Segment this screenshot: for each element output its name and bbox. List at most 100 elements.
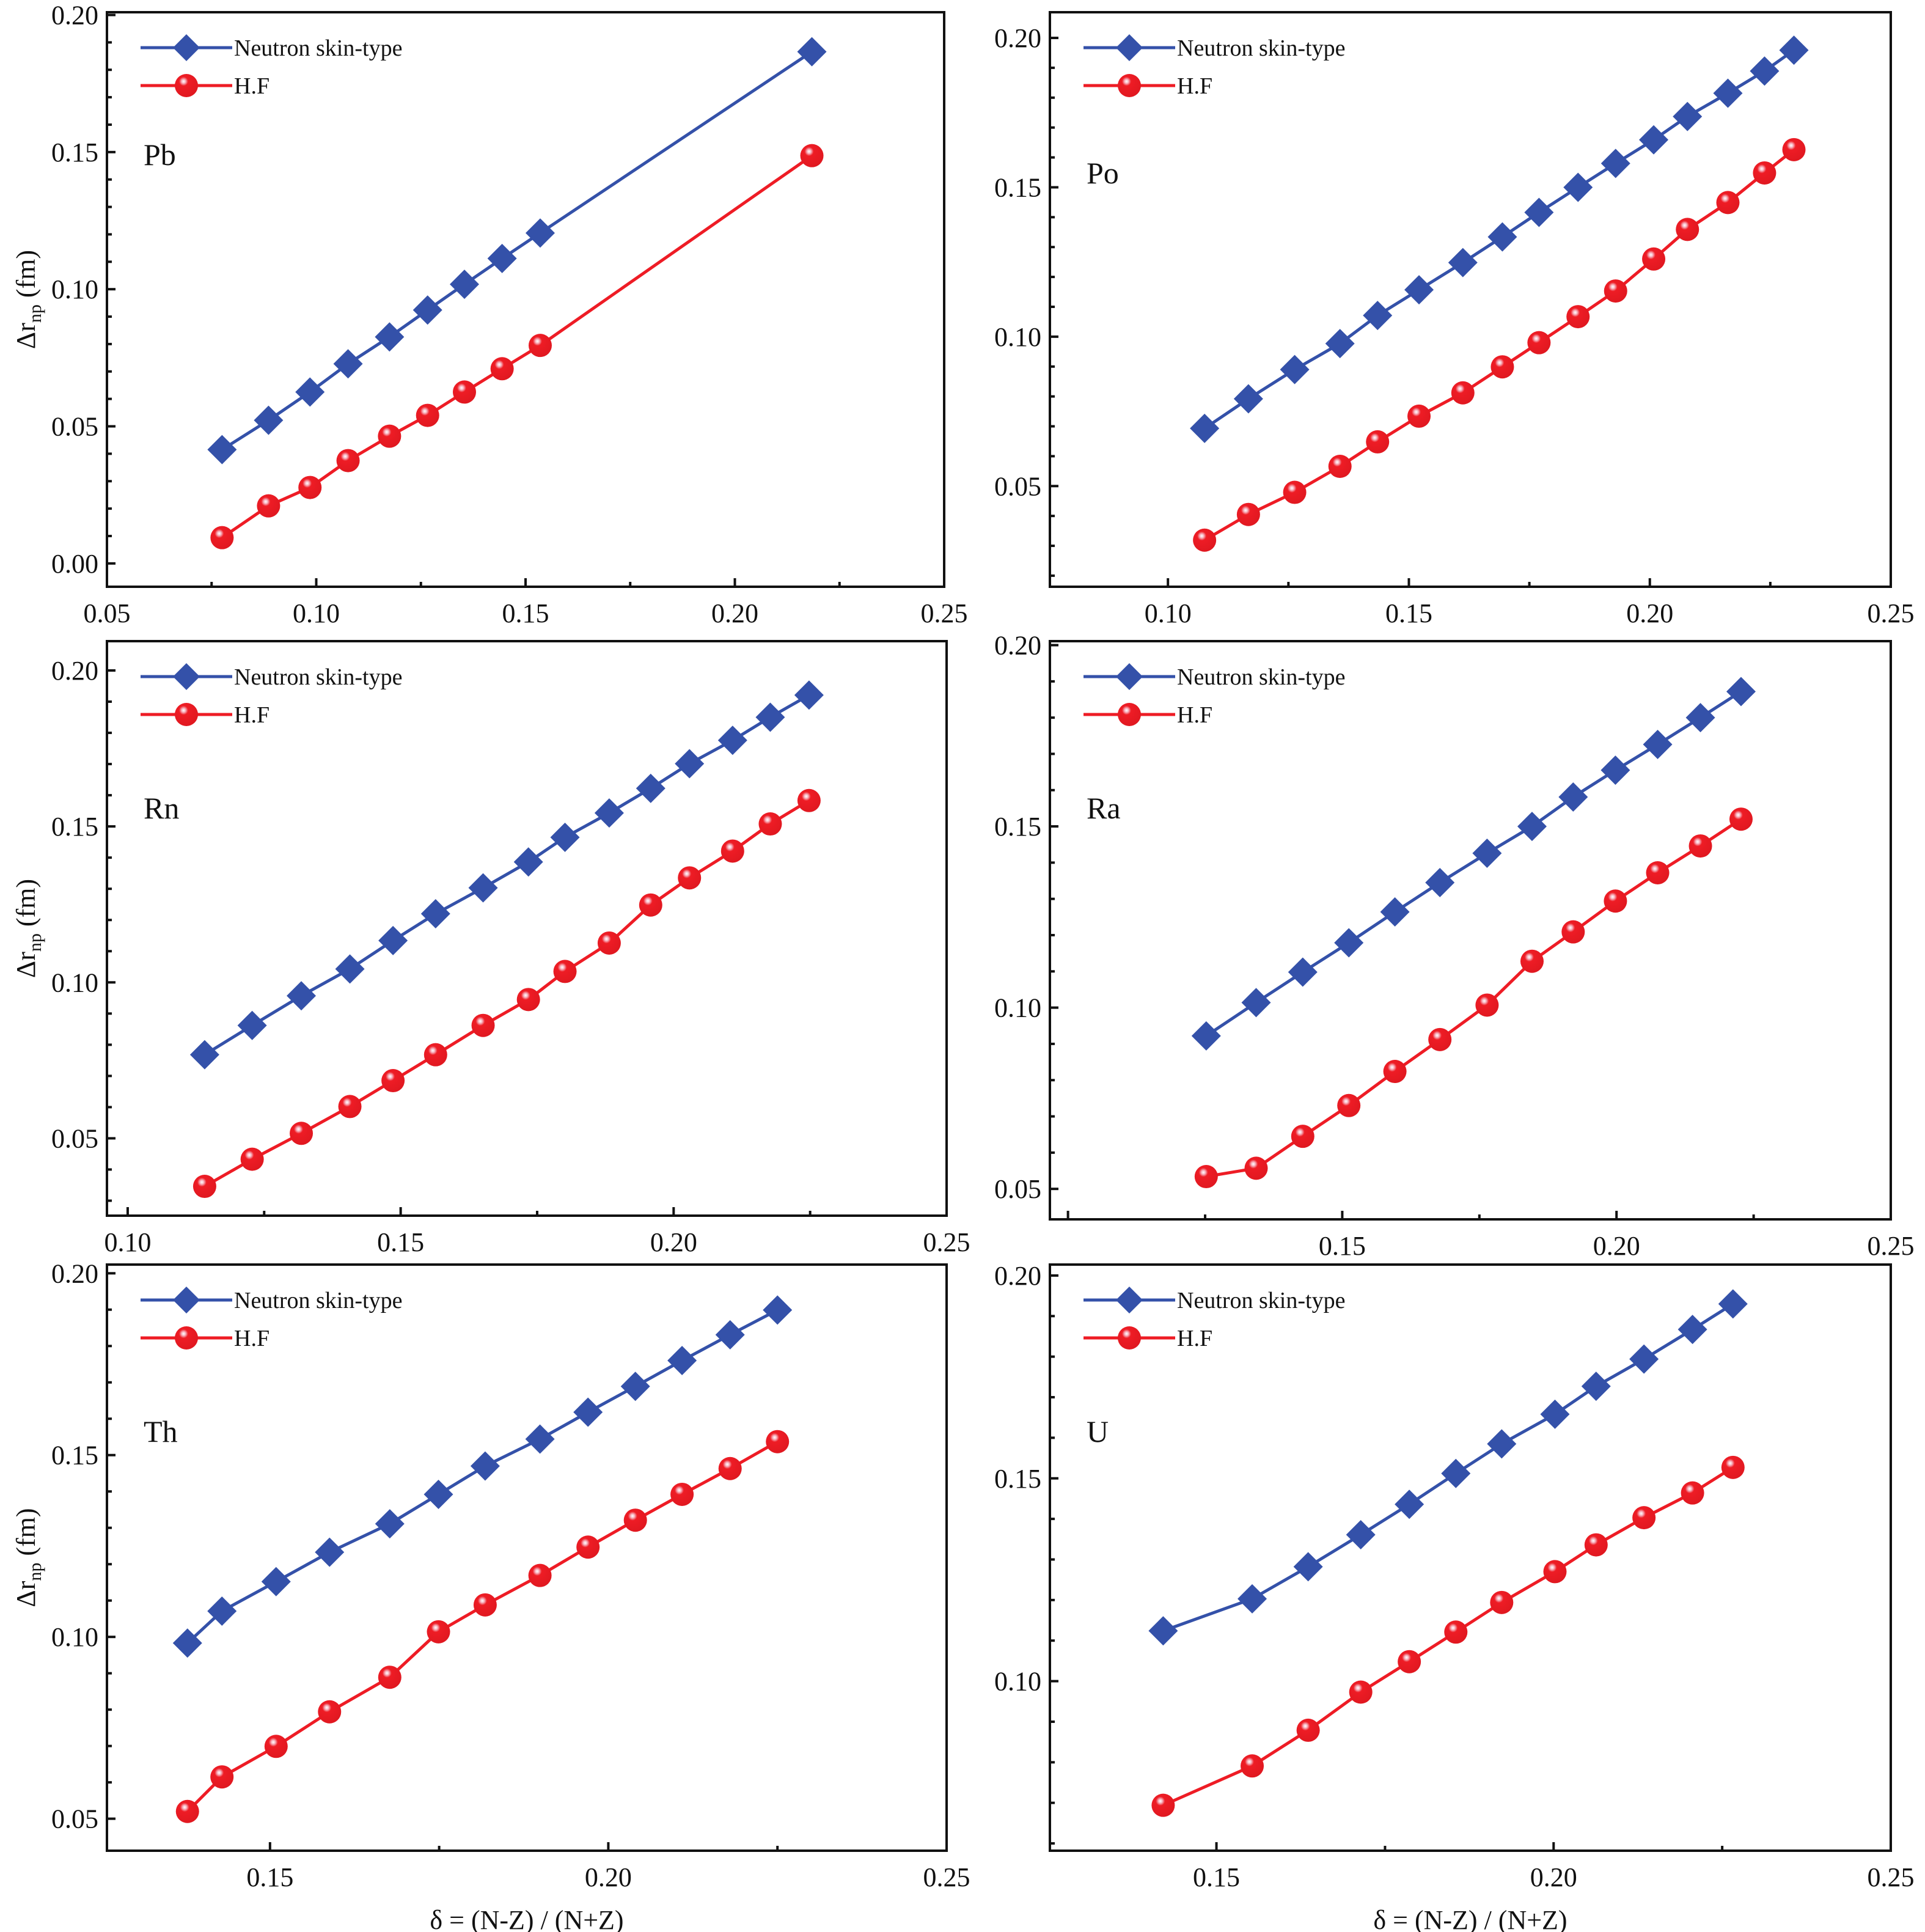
panels-grid: 0.00 0.05 0.10 0.15 0.20 0.05 0.10 0.15 0.20 0.25… xyxy=(11,0,1915,1932)
legend-diamond-icon xyxy=(173,663,200,690)
legend: Neutron skin-type H.F xyxy=(141,34,402,99)
chart-panel-th: 0.05 0.10 0.15 0.20 0.15 0.20 0.25 Δrnp (fm) δ =… xyxy=(11,1258,970,1932)
y-tick-label: 0.05 xyxy=(994,1174,1041,1204)
data-point-circle xyxy=(1491,355,1514,379)
data-point-diamond xyxy=(378,925,408,955)
data-point-diamond xyxy=(1726,677,1756,707)
y-axis-title-main: Δr xyxy=(11,1581,41,1607)
legend-diamond-icon xyxy=(1116,34,1143,61)
y-axis-title: Δrnp (fm) xyxy=(11,879,45,978)
x-tick-label: 0.20 xyxy=(1626,598,1673,628)
data-point-circle xyxy=(1604,889,1627,913)
data-point-circle xyxy=(336,449,360,472)
legend-entry-neutron-skin-type: Neutron skin-type xyxy=(1084,663,1345,690)
element-label: Pb xyxy=(144,138,176,172)
data-point-diamond xyxy=(1540,1399,1570,1429)
x-axis-title: δ = (N-Z) / (N+Z) xyxy=(430,1905,623,1932)
data-point-diamond xyxy=(1581,1372,1611,1401)
data-point-diamond xyxy=(715,1320,745,1350)
data-point-circle xyxy=(1241,1754,1264,1778)
data-point-circle xyxy=(193,1175,216,1199)
legend-entry-neutron-skin-type: Neutron skin-type xyxy=(1084,34,1345,61)
x-tick-label: 0.25 xyxy=(1868,598,1915,628)
x-tick-label: 0.25 xyxy=(923,1862,970,1892)
data-point-circle xyxy=(797,788,821,812)
data-point-diamond xyxy=(1191,1021,1221,1051)
data-point-circle xyxy=(800,144,824,167)
legend-label: H.F xyxy=(1177,73,1212,99)
series-line xyxy=(1203,49,1795,430)
data-point-circle xyxy=(718,1456,742,1480)
element-label: Po xyxy=(1087,156,1119,190)
data-point-diamond xyxy=(413,295,442,325)
plot-frame xyxy=(106,640,948,1217)
data-point-circle xyxy=(528,1563,552,1587)
data-point-diamond xyxy=(797,37,827,67)
data-point-diamond xyxy=(1363,301,1393,331)
data-point-circle xyxy=(1681,1481,1704,1505)
data-point-circle xyxy=(264,1735,288,1758)
plot-frame xyxy=(1049,11,1892,588)
data-point-circle xyxy=(516,988,540,1012)
element-label: Ra xyxy=(1087,791,1121,825)
data-point-diamond xyxy=(1334,928,1364,958)
data-point-circle xyxy=(1194,1165,1218,1189)
data-point-circle xyxy=(1729,807,1753,831)
data-point-circle xyxy=(721,839,744,863)
data-point-circle xyxy=(1716,191,1740,215)
data-point-diamond xyxy=(594,798,624,828)
data-point-circle xyxy=(338,1095,362,1118)
data-point-circle xyxy=(1527,331,1551,354)
y-tick-label: 0.10 xyxy=(51,1622,98,1652)
data-point-diamond xyxy=(1713,78,1743,108)
data-point-diamond xyxy=(375,322,405,352)
data-point-circle xyxy=(1642,247,1666,271)
legend-diamond-icon xyxy=(1116,1287,1143,1313)
plot-frame xyxy=(106,11,945,588)
chart-panel-po: 0.05 0.10 0.15 0.20 0.10 0.15 0.20 0.25 Po Neutro… xyxy=(994,11,1915,628)
y-tick-label: 0.05 xyxy=(51,1123,98,1153)
x-tick-label: 0.10 xyxy=(104,1227,151,1257)
y-tick-label: 0.00 xyxy=(51,549,98,579)
series-neutron-skin-type xyxy=(189,680,824,1070)
y-tick-label: 0.20 xyxy=(51,656,98,686)
series-neutron-skin-type xyxy=(172,1295,793,1658)
x-tick-label: 0.15 xyxy=(377,1227,424,1257)
data-point-diamond xyxy=(1293,1552,1323,1582)
y-tick-label: 0.05 xyxy=(994,471,1041,501)
legend: Neutron skin-type H.F xyxy=(141,663,402,728)
element-label: Th xyxy=(144,1414,178,1449)
data-point-diamond xyxy=(675,749,705,779)
series-neutron-skin-type xyxy=(207,37,827,465)
y-axis-title-sub: np xyxy=(25,1563,45,1581)
data-point-circle xyxy=(766,1430,790,1453)
data-point-diamond xyxy=(449,270,479,299)
data-point-diamond xyxy=(1750,56,1780,86)
data-point-circle xyxy=(1151,1793,1175,1817)
chart-panel-rn: 0.05 0.10 0.15 0.20 0.10 0.15 0.20 0.25 Δrnp (fm… xyxy=(11,640,970,1257)
data-point-circle xyxy=(473,1593,497,1617)
data-point-circle xyxy=(471,1013,495,1037)
data-point-diamond xyxy=(1601,755,1630,785)
data-point-diamond xyxy=(1487,1429,1517,1459)
y-tick-label: 0.10 xyxy=(994,1667,1041,1697)
y-tick-label: 0.15 xyxy=(994,1464,1041,1494)
data-point-circle xyxy=(1782,138,1806,161)
data-point-diamond xyxy=(636,773,666,803)
data-point-diamond xyxy=(1190,413,1220,443)
data-point-circle xyxy=(452,380,476,404)
data-point-circle xyxy=(1475,993,1499,1017)
series-hf xyxy=(210,144,824,549)
data-point-circle xyxy=(1398,1650,1421,1673)
data-point-diamond xyxy=(525,218,555,248)
legend-label: Neutron skin-type xyxy=(1177,664,1345,690)
y-tick-label: 0.20 xyxy=(994,631,1041,661)
data-point-diamond xyxy=(424,1479,453,1509)
data-point-circle xyxy=(318,1700,342,1724)
series-hf xyxy=(1151,1455,1745,1817)
y-axis-title: Δrnp (fm) xyxy=(11,250,45,349)
data-point-diamond xyxy=(620,1372,650,1401)
legend: Neutron skin-type H.F xyxy=(1084,34,1345,99)
y-axis-title-unit: (fm) xyxy=(11,879,41,933)
data-point-circle xyxy=(1428,1027,1452,1051)
